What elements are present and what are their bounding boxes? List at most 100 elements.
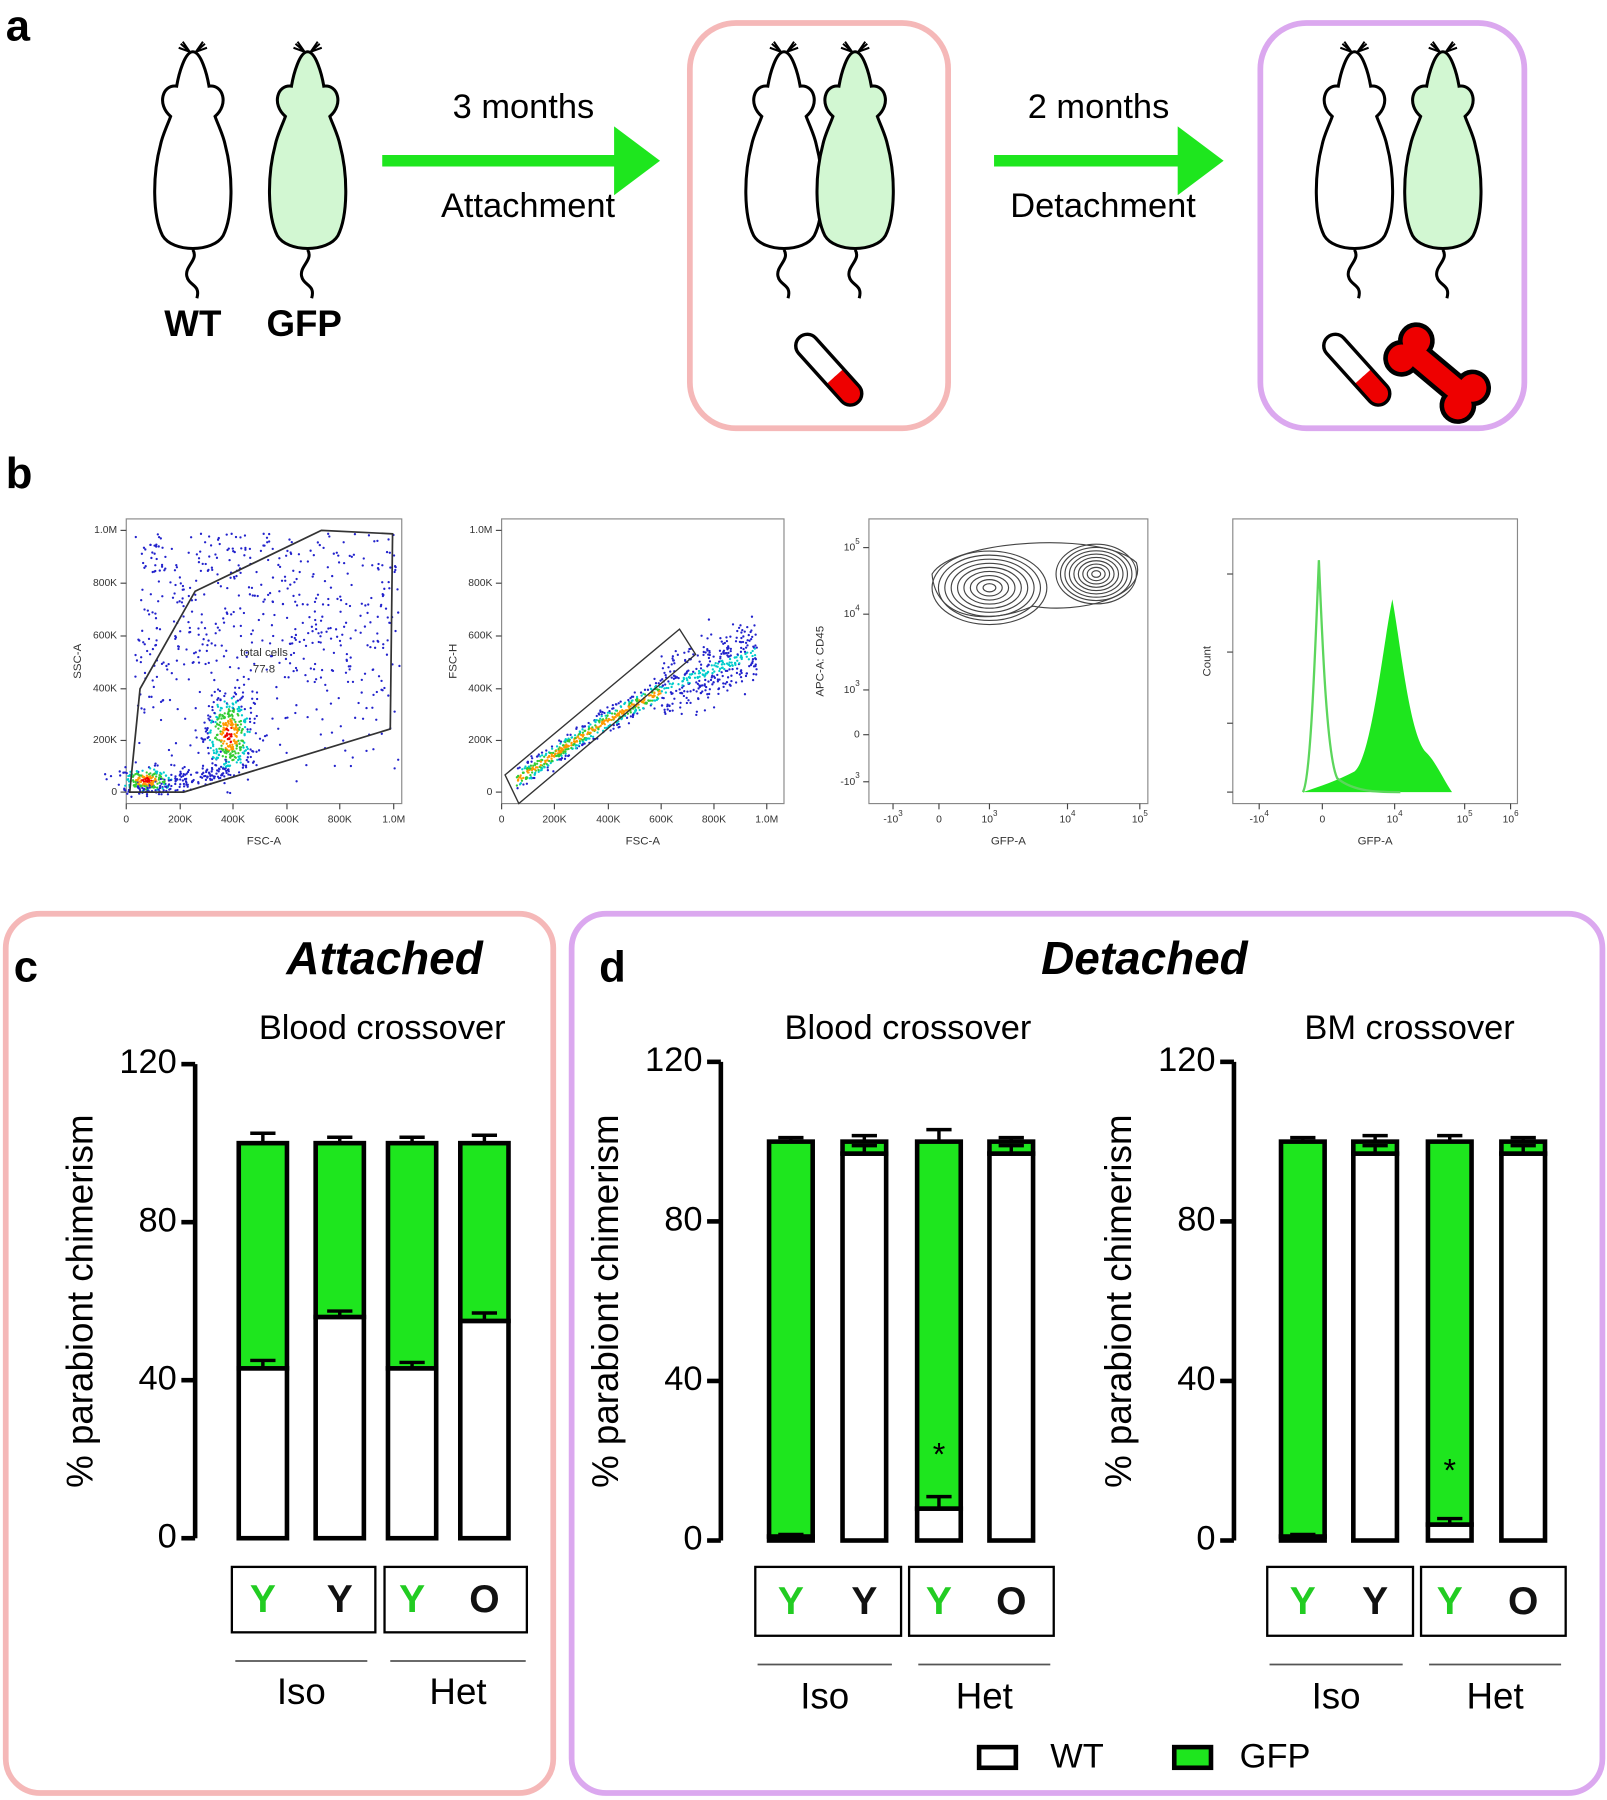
event-dot: [197, 627, 200, 630]
event-dot: [230, 613, 233, 616]
event-dot: [696, 682, 700, 686]
event-dot: [743, 630, 746, 633]
event-dot: [560, 754, 563, 757]
event-dot: [666, 703, 669, 706]
event-dot: [532, 776, 535, 780]
event-dot: [245, 745, 249, 749]
event-dot: [153, 764, 157, 767]
event-dot: [138, 741, 141, 745]
event-dot: [157, 600, 160, 603]
event-dot: [132, 774, 135, 777]
event-dot: [370, 596, 373, 600]
event-dot: [367, 534, 371, 537]
event-dot: [235, 747, 238, 750]
event-dot: [322, 648, 325, 651]
event-dot: [736, 653, 739, 656]
contour: [931, 542, 1139, 618]
event-dot: [144, 778, 147, 781]
event-dot: [179, 630, 182, 633]
event-dot: [313, 600, 317, 604]
event-dot: [342, 561, 346, 565]
category-label: Y: [1290, 1580, 1316, 1623]
event-dot: [522, 783, 525, 786]
event-dot: [750, 629, 753, 632]
event-dot: [597, 712, 600, 715]
event-dot: [217, 770, 220, 773]
y-tick-label: 800K: [93, 578, 117, 589]
tick-exp: 4: [1398, 809, 1403, 818]
event-dot: [709, 678, 713, 682]
event-dot: [617, 722, 620, 726]
event-dot: [213, 690, 216, 694]
event-dot: [606, 714, 609, 718]
legend-label: GFP: [1240, 1738, 1311, 1776]
event-dot: [393, 570, 396, 574]
event-dot: [619, 705, 623, 709]
event-dot: [265, 734, 268, 737]
event-dot: [132, 780, 135, 783]
event-dot: [188, 626, 192, 629]
error-bar: [250, 1358, 276, 1369]
x-tick-label: 0: [936, 814, 942, 825]
event-dot: [192, 778, 195, 782]
event-dot: [681, 680, 684, 683]
tick-exp: 3: [855, 679, 860, 688]
event-dot: [518, 766, 521, 769]
event-dot: [140, 552, 144, 555]
event-dot: [729, 647, 732, 650]
x-tick-label: 400K: [596, 814, 620, 825]
category-label: Y: [851, 1580, 877, 1623]
event-dot: [261, 639, 264, 642]
event-dot: [179, 778, 182, 781]
event-dot: [525, 782, 529, 785]
event-dot: [360, 602, 363, 605]
event-dot: [668, 704, 671, 708]
event-dot: [305, 763, 308, 767]
event-dot: [179, 770, 182, 773]
event-dot: [143, 566, 146, 569]
event-dot: [246, 730, 249, 733]
event-dot: [244, 546, 247, 550]
event-dot: [289, 653, 293, 657]
event-dot: [633, 691, 636, 694]
event-dot: [742, 647, 745, 651]
event-dot: [659, 679, 662, 682]
event-dot: [313, 610, 317, 613]
bar-segment: [987, 1151, 1036, 1543]
event-dot: [366, 644, 369, 647]
group-label: Het: [956, 1676, 1013, 1717]
y-tick-label: 104: [844, 604, 860, 620]
event-dot: [256, 594, 259, 598]
event-dot: [562, 744, 565, 747]
event-dot: [199, 569, 203, 573]
event-dot: [699, 667, 703, 670]
event-dot: [242, 611, 246, 615]
event-dot: [727, 663, 730, 666]
event-dot: [329, 586, 333, 589]
event-dot: [255, 691, 259, 694]
event-dot: [236, 707, 239, 711]
event-dot: [237, 564, 240, 567]
event-dot: [337, 696, 340, 700]
event-dot: [581, 735, 585, 738]
event-dot: [707, 663, 710, 666]
event-dot: [250, 641, 254, 644]
event-dot: [682, 694, 686, 698]
event-dot: [543, 755, 546, 758]
event-dot: [601, 710, 604, 714]
event-dot: [228, 714, 232, 717]
event-dot: [246, 778, 250, 781]
event-dot: [127, 777, 130, 781]
event-dot: [149, 776, 152, 780]
event-dot: [377, 640, 380, 643]
y-tick-label: 120: [645, 1041, 702, 1079]
event-dot: [202, 638, 205, 641]
event-dot: [559, 740, 563, 743]
event-dot: [207, 661, 210, 665]
event-dot: [228, 744, 232, 747]
x-tick-label: 0: [499, 814, 505, 825]
y-tick-label: 40: [664, 1360, 702, 1398]
event-dot: [740, 671, 743, 675]
event-dot: [686, 690, 689, 693]
event-dot: [144, 565, 147, 568]
